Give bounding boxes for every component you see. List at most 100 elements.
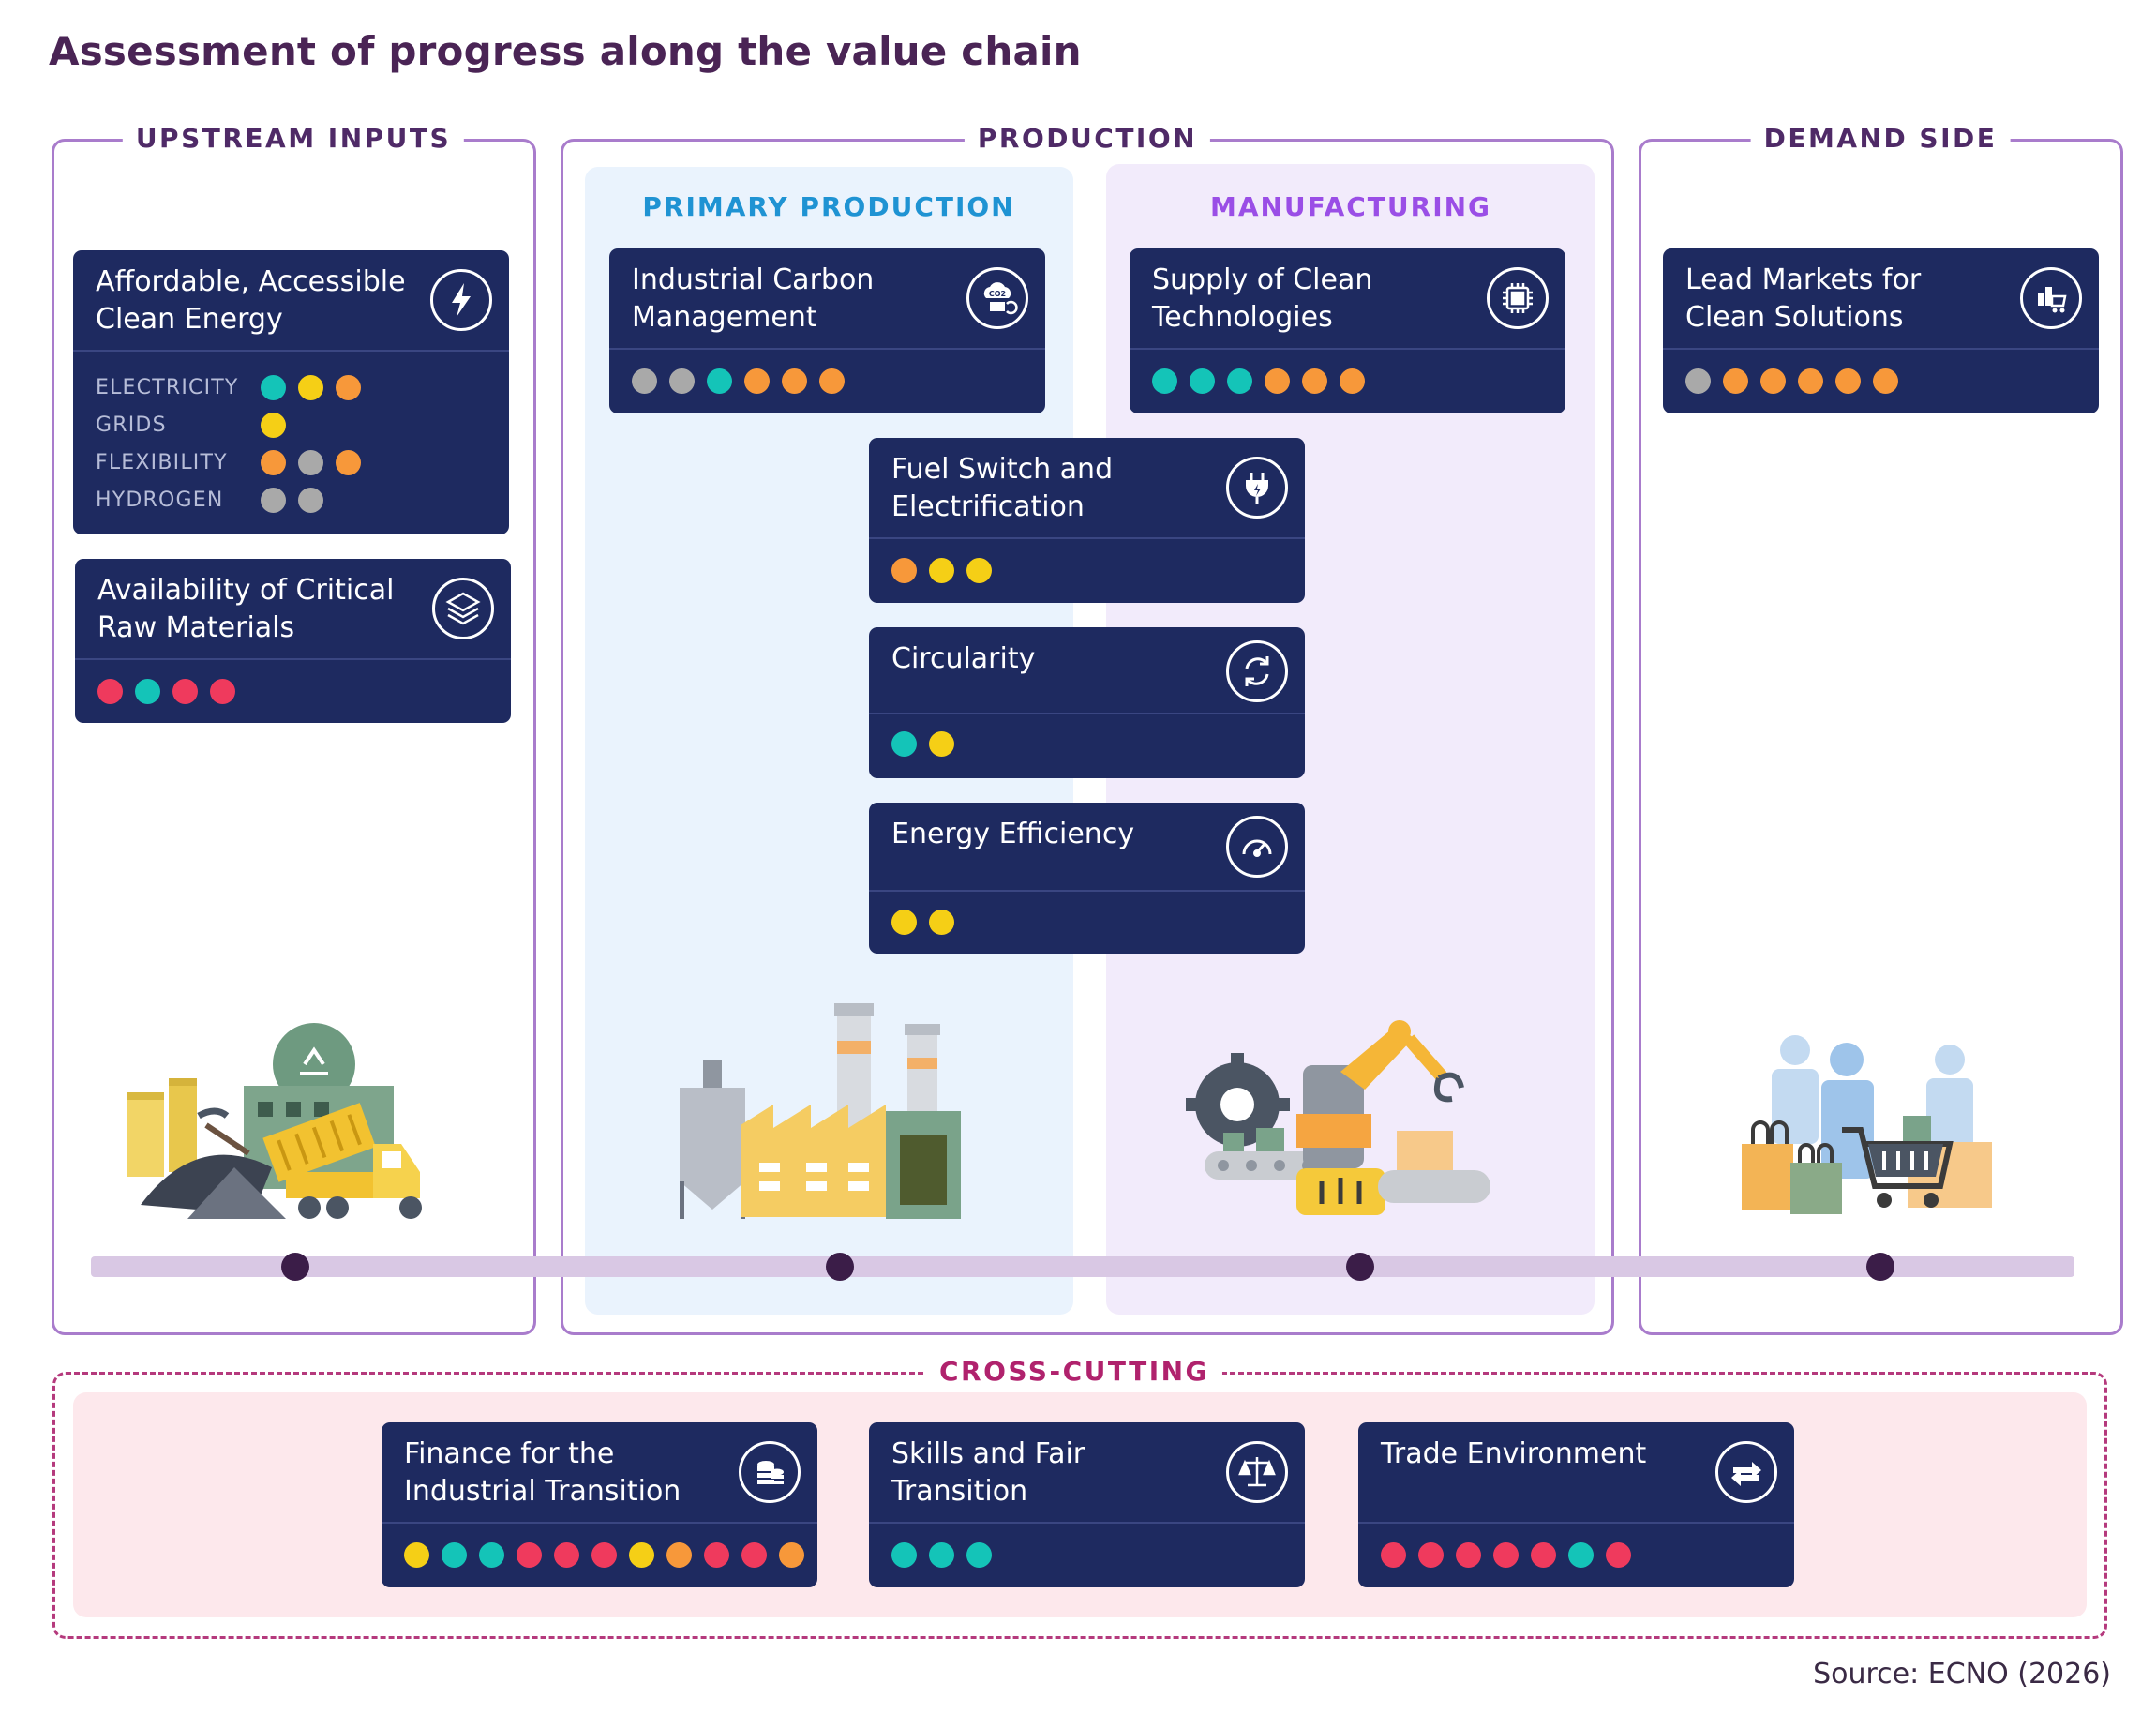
rating-dots	[891, 558, 992, 583]
mining-illustration	[127, 1023, 422, 1219]
card-lead-markets[interactable]: Lead Markets for Clean Solutions	[1663, 248, 2099, 413]
svg-text:CO2: CO2	[989, 290, 1006, 298]
card-fuel-switch[interactable]: Fuel Switch and Electrification	[869, 438, 1305, 603]
rating-dots	[261, 487, 323, 513]
rating-dots	[632, 368, 845, 394]
rating-dots	[1685, 368, 1898, 394]
rating-dot-yellow	[629, 1542, 654, 1568]
rating-dot-red	[1531, 1542, 1556, 1568]
card-header: Energy Efficiency	[869, 803, 1305, 892]
rating-dot-red	[554, 1542, 579, 1568]
rating-dot-orange	[1798, 368, 1823, 394]
card-header: Supply of Clean Technologies	[1130, 248, 1565, 350]
card-clean-technologies[interactable]: Supply of Clean Technologies	[1130, 248, 1565, 413]
subrow-label: GRIDS	[96, 413, 167, 437]
manufacturing-label: MANUFACTURING	[1209, 191, 1492, 222]
layers-icon	[432, 578, 494, 639]
rating-dot-teal	[261, 374, 286, 400]
timeline-node-demand	[1866, 1253, 1894, 1281]
cross-cutting-label: CROSS-CUTTING	[925, 1356, 1223, 1387]
card-title: Skills and Fair Transition	[891, 1437, 1085, 1508]
coins-icon	[739, 1441, 801, 1503]
timeline-node-manufacturing	[1346, 1253, 1374, 1281]
rating-dot-teal	[1227, 368, 1252, 394]
subrow-hydrogen: HYDROGEN	[96, 486, 323, 514]
value-chain-timeline	[91, 1256, 2074, 1277]
card-header: Affordable, Accessible Clean Energy	[73, 250, 509, 352]
rating-dot-orange	[336, 449, 361, 475]
rating-dot-teal	[442, 1542, 467, 1568]
rating-dot-red	[1493, 1542, 1519, 1568]
rating-dot-orange	[779, 1542, 804, 1568]
rating-dots	[891, 910, 954, 935]
subrow-grids: GRIDS	[96, 411, 286, 439]
production-label: PRODUCTION	[964, 123, 1211, 154]
card-carbon-management[interactable]: Industrial Carbon Management CO2	[609, 248, 1045, 413]
demand-label: DEMAND SIDE	[1750, 123, 2011, 154]
source-note: Source: ECNO (2026)	[1813, 1658, 2111, 1691]
rating-dot-teal	[479, 1542, 504, 1568]
rating-dot-yellow	[404, 1542, 429, 1568]
card-header: Industrial Carbon Management CO2	[609, 248, 1045, 350]
rating-dot-red	[172, 679, 198, 704]
card-header: Circularity	[869, 627, 1305, 714]
rating-dots	[891, 731, 954, 757]
rating-dot-orange	[1760, 368, 1786, 394]
subrow-label: HYDROGEN	[96, 488, 224, 512]
card-raw-materials[interactable]: Availability of Critical Raw Materials	[75, 559, 511, 723]
rating-dot-red	[97, 679, 123, 704]
card-header: Skills and Fair Transition	[869, 1422, 1305, 1524]
rating-dot-red	[741, 1542, 767, 1568]
card-title: Supply of Clean Technologies	[1152, 263, 1373, 334]
card-header: Finance for the Industrial Transition	[382, 1422, 817, 1524]
card-energy-efficiency[interactable]: Energy Efficiency	[869, 803, 1305, 954]
rating-dot-grey	[298, 449, 323, 475]
rating-dot-grey	[632, 368, 657, 394]
industrial-plant-illustration	[680, 1003, 961, 1219]
rating-dot-orange	[819, 368, 845, 394]
plug-icon	[1226, 457, 1288, 519]
timeline-node-upstream	[281, 1253, 309, 1281]
card-title: Affordable, Accessible Clean Energy	[96, 265, 406, 336]
card-title: Industrial Carbon Management	[632, 263, 875, 334]
rating-dot-orange	[1340, 368, 1365, 394]
card-title: Fuel Switch and Electrification	[891, 453, 1114, 523]
rating-dot-orange	[891, 558, 917, 583]
shopping-cart-icon	[2020, 267, 2082, 329]
rating-dots	[404, 1542, 804, 1568]
rating-dots	[261, 449, 361, 475]
rating-dot-yellow	[966, 558, 992, 583]
card-title: Lead Markets for Clean Solutions	[1685, 263, 1922, 334]
rating-dot-teal	[966, 1542, 992, 1568]
subrow-flexibility: FLEXIBILITY	[96, 448, 361, 476]
rating-dot-orange	[1265, 368, 1290, 394]
card-clean-energy[interactable]: Affordable, Accessible Clean Energy ELEC…	[73, 250, 509, 534]
upstream-label: UPSTREAM INPUTS	[122, 123, 465, 154]
rating-dot-red	[1456, 1542, 1481, 1568]
rating-dot-orange	[1835, 368, 1861, 394]
card-finance[interactable]: Finance for the Industrial Transition	[382, 1422, 817, 1587]
rating-dots	[1381, 1542, 1631, 1568]
rating-dot-grey	[298, 487, 323, 513]
rating-dot-orange	[1302, 368, 1327, 394]
rating-dot-yellow	[929, 731, 954, 757]
scales-icon	[1226, 1441, 1288, 1503]
card-circularity[interactable]: Circularity	[869, 627, 1305, 778]
manufacturing-robot-illustration	[1186, 1020, 1490, 1215]
card-header: Lead Markets for Clean Solutions	[1663, 248, 2099, 350]
rating-dot-red	[1606, 1542, 1631, 1568]
rating-dot-red	[591, 1542, 617, 1568]
card-skills[interactable]: Skills and Fair Transition	[869, 1422, 1305, 1587]
rating-dot-orange	[666, 1542, 692, 1568]
rating-dot-orange	[782, 368, 807, 394]
rating-dot-red	[210, 679, 235, 704]
subrow-label: ELECTRICITY	[96, 375, 239, 399]
rating-dot-teal	[1152, 368, 1177, 394]
card-trade[interactable]: Trade Environment	[1358, 1422, 1794, 1587]
chip-icon	[1487, 267, 1549, 329]
rating-dot-teal	[1190, 368, 1215, 394]
rating-dot-orange	[1873, 368, 1898, 394]
rating-dot-grey	[669, 368, 695, 394]
subrow-label: FLEXIBILITY	[96, 450, 228, 474]
cycle-arrows-icon	[1226, 640, 1288, 702]
